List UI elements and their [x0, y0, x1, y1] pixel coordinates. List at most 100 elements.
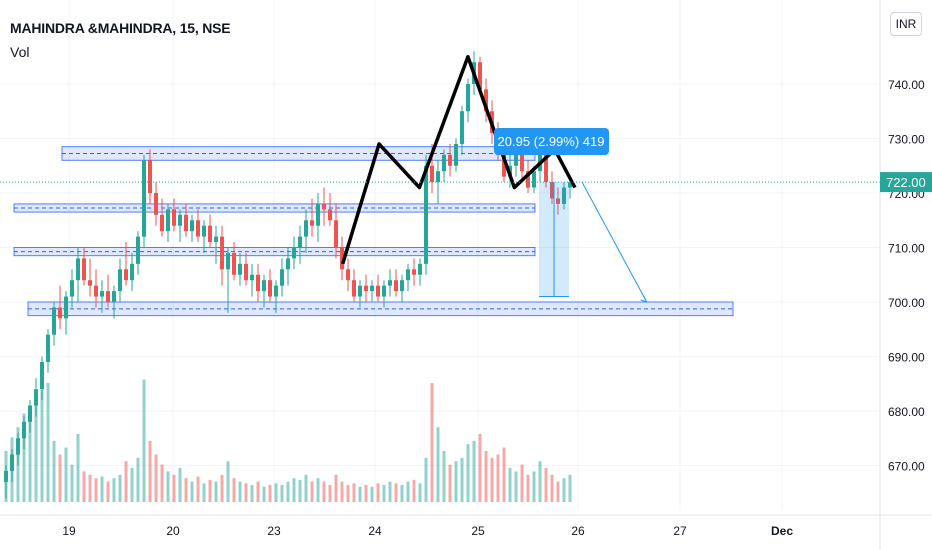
volume-bar — [334, 474, 338, 502]
volume-bar — [160, 464, 164, 502]
volume-bar — [478, 434, 482, 502]
volume-bar — [106, 481, 110, 502]
volume-bar — [550, 474, 554, 502]
candle-body — [478, 62, 482, 90]
volume-bar — [94, 478, 98, 502]
candle-body — [514, 154, 518, 166]
candle-body — [154, 193, 158, 215]
volume-bar — [58, 454, 62, 502]
candle-body — [418, 263, 422, 275]
volume-bar — [124, 461, 128, 502]
price-axis[interactable]: 670.00680.00690.00700.00710.00720.00730.… — [879, 0, 932, 550]
time-tick-label: 27 — [673, 524, 687, 538]
candle-body — [250, 274, 254, 281]
candle-body — [436, 171, 440, 183]
price-tick-label: 680.00 — [888, 405, 925, 419]
support-resistance-zones — [13, 146, 734, 317]
candle-body — [268, 280, 272, 297]
candle-body — [232, 252, 236, 275]
volume-bar — [562, 478, 566, 502]
volume-bar — [82, 471, 86, 502]
projection-arrowhead — [640, 295, 648, 303]
candle-body — [466, 84, 470, 112]
volume-bar — [358, 486, 362, 502]
volume-bar — [448, 464, 452, 502]
price-tick-label: 730.00 — [888, 133, 925, 147]
candle-body — [460, 111, 464, 144]
candle-body — [256, 274, 260, 292]
time-axis[interactable]: 19 20 23 24 25 26 27 Dec — [0, 514, 932, 538]
candle-body — [412, 269, 416, 275]
volume-bar — [490, 457, 494, 502]
candle-body — [130, 263, 134, 281]
candle-body — [346, 269, 350, 281]
price-tick-label: 740.00 — [888, 78, 925, 92]
candle-body — [202, 225, 206, 237]
volume-bar — [496, 454, 500, 502]
volume-bar — [274, 483, 278, 502]
volume-bar — [172, 474, 176, 502]
volume-bar — [298, 479, 302, 502]
candle-body — [262, 280, 266, 292]
candle-body — [220, 236, 224, 270]
currency-button[interactable]: INR — [890, 12, 922, 36]
time-tick-label: 19 — [62, 524, 76, 538]
volume-bar — [112, 478, 116, 502]
volume-bar — [232, 478, 236, 502]
candle-body — [46, 334, 50, 362]
candle-body — [148, 160, 152, 193]
volume-bar — [76, 434, 80, 502]
volume-bar — [250, 485, 254, 502]
volume-bar — [130, 468, 134, 502]
price-tick-label: 670.00 — [888, 460, 925, 474]
candle-body — [124, 269, 128, 281]
volume-bar — [286, 481, 290, 502]
volume-bar — [382, 485, 386, 502]
volume-bar — [208, 479, 212, 502]
time-tick-label: 25 — [471, 524, 485, 538]
volume-bar — [166, 471, 170, 502]
current-price-badge — [880, 172, 932, 193]
volume-bar — [136, 457, 140, 502]
candle-body — [286, 258, 290, 270]
candle-body — [40, 361, 44, 390]
volume-bar — [568, 474, 572, 502]
volume-bar — [508, 468, 512, 502]
volume-bar — [148, 440, 152, 502]
volume-bar — [472, 440, 476, 502]
volume-bar — [418, 483, 422, 502]
candle-body — [442, 154, 446, 172]
candle-body — [10, 454, 14, 471]
candle-body — [310, 220, 314, 226]
volume-bar — [238, 481, 242, 502]
candle-body — [58, 307, 62, 319]
volume-bars — [4, 379, 572, 502]
volume-legend: Vol — [10, 44, 30, 60]
volume-bar — [514, 471, 518, 502]
candle-body — [70, 280, 74, 297]
volume-bar — [328, 485, 332, 502]
volume-bar — [142, 379, 146, 502]
volume-bar — [400, 485, 404, 502]
volume-bar — [424, 457, 428, 502]
candle-body — [172, 209, 176, 226]
volume-bar — [154, 454, 158, 502]
candle-body — [520, 154, 524, 172]
candle-body — [178, 214, 182, 226]
volume-bar — [280, 485, 284, 502]
candle-body — [454, 143, 458, 166]
symbol-title: MAHINDRA &MAHINDRA, 15, NSE — [10, 20, 231, 36]
candle-body — [448, 154, 452, 166]
volume-bar — [532, 471, 536, 502]
candle-body — [238, 263, 242, 275]
candle-body — [142, 160, 146, 237]
volume-bar — [256, 481, 260, 502]
candle-body — [34, 389, 38, 406]
price-tick-label: 690.00 — [888, 351, 925, 365]
volume-bar — [214, 481, 218, 502]
volume-bar — [304, 474, 308, 502]
volume-bar — [538, 461, 542, 502]
time-tick-label: 26 — [571, 524, 585, 538]
candle-body — [184, 214, 188, 232]
